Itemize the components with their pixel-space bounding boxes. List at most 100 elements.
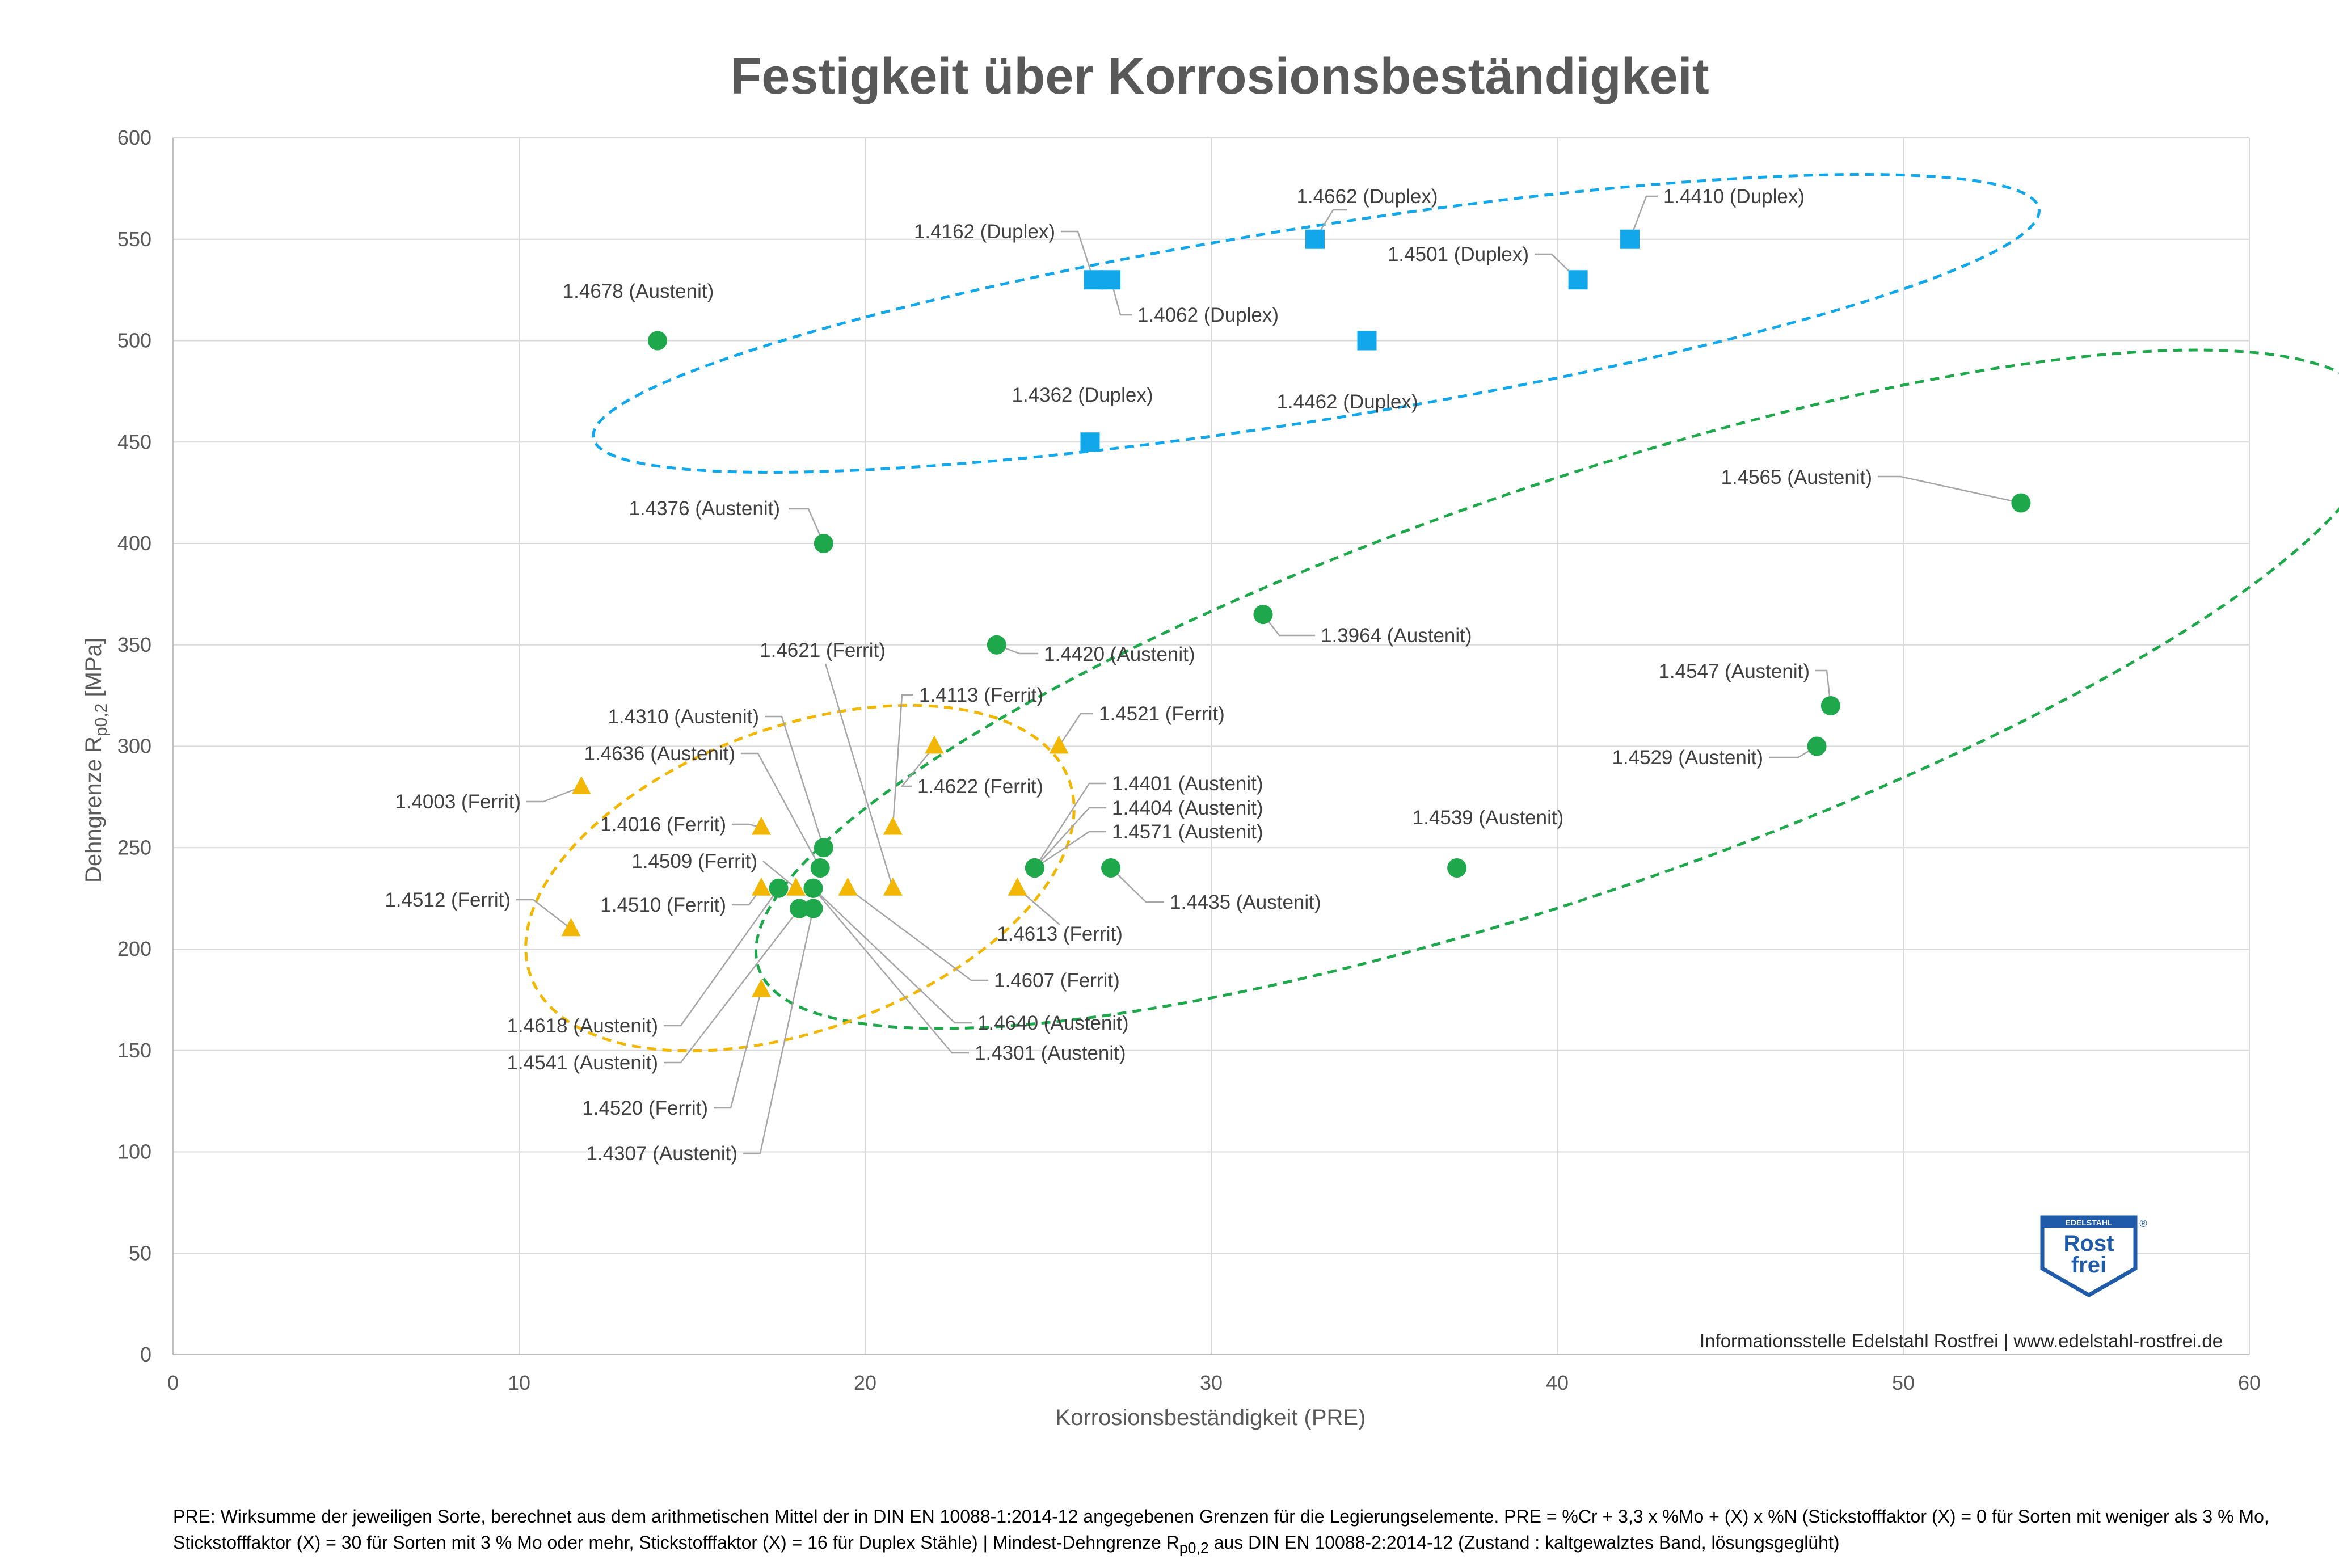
data-label: 1.4636 (Austenit)	[584, 743, 735, 765]
y-tick-label: 150	[117, 1039, 151, 1062]
y-tick-label: 250	[117, 836, 151, 859]
duplex-point	[1305, 229, 1325, 249]
leader-line	[1815, 669, 1832, 706]
austenit-point	[814, 838, 833, 858]
ferrit-point	[883, 877, 903, 896]
leader-line	[900, 745, 935, 787]
leader-line	[812, 887, 972, 1024]
y-tick-label: 600	[117, 126, 151, 149]
leader-line	[789, 508, 824, 544]
duplex-group-ellipse	[592, 172, 2041, 474]
y-axis-title-main: Dehngrenze R	[81, 736, 106, 883]
data-label: 1.4376 (Austenit)	[629, 498, 780, 520]
leader-line	[1314, 209, 1347, 240]
leader-line	[1061, 230, 1094, 280]
data-label: 1.4618 (Austenit)	[507, 1015, 658, 1037]
data-label: 1.4420 (Austenit)	[1044, 643, 1195, 665]
y-tick-label: 50	[129, 1241, 151, 1264]
austenit-point	[2011, 493, 2031, 513]
austenit-point	[803, 878, 823, 898]
data-label: 1.4301 (Austenit)	[975, 1042, 1126, 1064]
austenit-point	[1820, 696, 1840, 715]
data-label: 1.4613 (Ferrit)	[997, 923, 1123, 945]
leader-line	[1058, 713, 1093, 747]
austenit-point	[803, 899, 823, 918]
leader-line	[892, 694, 913, 828]
data-label: 1.4003 (Ferrit)	[395, 791, 521, 813]
leader-line	[847, 887, 988, 981]
data-label: 1.4678 (Austenit)	[563, 280, 714, 302]
austenit-point	[1101, 858, 1121, 878]
data-label: 1.4404 (Austenit)	[1112, 797, 1263, 819]
leader-line	[1629, 195, 1658, 240]
data-label: 1.4662 (Duplex)	[1296, 186, 1438, 208]
ferrit-point	[752, 979, 771, 997]
data-label: 1.4435 (Austenit)	[1170, 891, 1321, 913]
y-tick-label: 500	[117, 329, 151, 352]
ferrit-point	[1049, 735, 1069, 754]
data-label: 1.4565 (Austenit)	[1721, 466, 1872, 488]
y-axis-title: Dehngrenze Rp0,2 [MPa]	[81, 638, 111, 883]
label-leaders	[516, 195, 2021, 1154]
ferrit-point	[752, 877, 771, 896]
data-label: 1.4520 (Ferrit)	[582, 1097, 708, 1119]
chart-title: Festigkeit über Korrosionsbeständigkeit	[730, 48, 1709, 105]
austenit-point	[810, 858, 830, 878]
logo-registered-mark: ®	[2139, 1218, 2147, 1229]
footnote-text: PRE: Wirksumme der jeweiligen Sorte, ber…	[173, 1506, 2269, 1553]
austenit-point	[814, 534, 833, 553]
ferrit-point	[883, 816, 903, 835]
austenit-point	[648, 331, 667, 351]
austenit-group-ellipse	[754, 348, 2339, 1030]
leader-line	[812, 887, 969, 1054]
y-tick-label: 450	[117, 430, 151, 453]
leader-line	[762, 861, 796, 889]
duplex-point	[1357, 331, 1377, 351]
ferrit-point	[786, 877, 806, 896]
ferrit-point	[1008, 877, 1027, 896]
leader-line	[526, 786, 582, 803]
data-label: 1.4016 (Ferrit)	[600, 813, 726, 836]
data-label: 1.4640 (Austenit)	[977, 1012, 1129, 1034]
leader-line	[664, 908, 800, 1064]
data-label: 1.4509 (Ferrit)	[631, 850, 757, 872]
leader-line	[1110, 279, 1132, 316]
leader-line	[1110, 867, 1164, 903]
duplex-point	[1568, 270, 1588, 290]
data-label: 1.4512 (Ferrit)	[385, 889, 511, 911]
data-label: 1.4521 (Ferrit)	[1099, 703, 1225, 725]
logo-top-text: EDELSTAHL	[2066, 1218, 2113, 1227]
ferrit-point	[752, 816, 771, 835]
duplex-point	[1101, 270, 1121, 290]
logo-line1: Rost	[2064, 1231, 2114, 1256]
data-points	[561, 229, 2031, 997]
duplex-point	[1080, 432, 1100, 452]
axes: 0 50 100 150 200 250 300 350 400 450 500 550 600 0 10 2…	[117, 126, 2261, 1394]
data-label: 1.4607 (Ferrit)	[994, 970, 1120, 992]
data-label: 1.4062 (Duplex)	[1137, 304, 1279, 326]
leader-line	[741, 752, 821, 869]
leader-line	[824, 663, 894, 889]
leader-line	[516, 899, 572, 930]
data-label: 1.4410 (Duplex)	[1663, 186, 1805, 208]
data-label: 1.4571 (Austenit)	[1112, 821, 1263, 843]
duplex-point	[1620, 229, 1640, 249]
x-axis-title: Korrosionsbeständigkeit (PRE)	[1056, 1405, 1366, 1430]
data-label: 1.4501 (Duplex)	[1388, 243, 1529, 265]
y-tick-label: 550	[117, 227, 151, 251]
data-label: 1.4541 (Austenit)	[507, 1052, 658, 1074]
x-tick-label: 40	[1546, 1371, 1569, 1394]
y-tick-label: 0	[140, 1343, 151, 1366]
leader-line	[1034, 782, 1106, 869]
data-label: 1.3964 (Austenit)	[1321, 625, 1472, 647]
ferrit-group-ellipse	[524, 703, 1076, 1053]
data-label: 1.4510 (Ferrit)	[600, 894, 726, 916]
x-tick-label: 20	[854, 1371, 876, 1394]
footnote-subscript: p0,2	[1179, 1539, 1209, 1557]
data-label: 1.4162 (Duplex)	[914, 221, 1055, 243]
data-label: 1.4529 (Austenit)	[1612, 747, 1763, 769]
y-tick-label: 100	[117, 1140, 151, 1164]
y-axis-title-sub: p0,2	[92, 703, 111, 736]
data-label: 1.4539 (Austenit)	[1413, 807, 1564, 829]
